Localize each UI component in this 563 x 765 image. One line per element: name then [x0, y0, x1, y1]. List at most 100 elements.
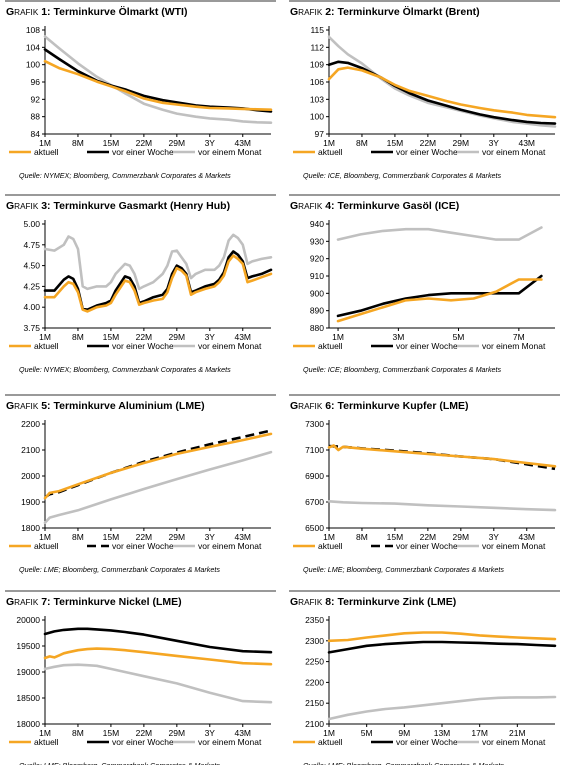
series-vor-einem-monat [43, 233, 273, 291]
chart-title: GRAFIK 7: Terminkurve Nickel (LME) [6, 596, 182, 608]
chart-title-initial: G [6, 400, 14, 412]
y-tick-label: 96 [31, 77, 41, 87]
chart-title-initial: G [290, 6, 298, 18]
x-tick-label: 8M [356, 532, 368, 542]
x-tick-label: 5M [361, 728, 373, 738]
series-vor-einem-monat [43, 35, 273, 124]
chart-title-initial: G [290, 400, 298, 412]
y-tick-label: 900 [310, 288, 324, 298]
x-tick-label: 15M [103, 138, 120, 148]
legend-label: vor einer Woche [112, 341, 174, 351]
y-tick-label: 115 [310, 25, 324, 35]
source-note: Quelle: NYMEX; Bloomberg, Commerzbank Co… [19, 365, 231, 374]
chart-title-smallcaps: RAFIK [298, 598, 323, 607]
x-tick-label: 22M [420, 138, 437, 148]
panel-top-rule [5, 590, 276, 592]
chart-title-initial: G [290, 596, 298, 608]
y-tick-label: 2100 [305, 719, 324, 729]
series-vor-einem-monat [327, 35, 557, 128]
x-tick-label: 1M [39, 728, 51, 738]
series-vor-einer-woche [327, 60, 557, 125]
chart-title: GRAFIK 8: Terminkurve Zink (LME) [290, 596, 456, 608]
x-tick-label: 43M [518, 532, 535, 542]
y-tick-label: 19500 [16, 641, 40, 651]
x-tick-label: 29M [169, 728, 186, 738]
chart-title-smallcaps: RAFIK [14, 8, 39, 17]
chart-title-initial: G [6, 200, 14, 212]
series-aktuell [327, 66, 557, 119]
chart-title-initial: G [6, 6, 14, 18]
series-aktuell [43, 254, 273, 313]
x-tick-label: 22M [136, 332, 153, 342]
chart-title-text: 8: Terminkurve Zink (LME) [322, 596, 456, 608]
y-tick-label: 7100 [305, 445, 324, 455]
source-note: Quelle: ICE; Bloomberg, Commerzbank Corp… [303, 365, 502, 374]
legend-label: aktuell [318, 737, 343, 747]
x-tick-label: 1M [323, 138, 335, 148]
x-tick-label: 29M [453, 532, 470, 542]
x-tick-label: 1M [39, 138, 51, 148]
chart-panel: GRAFIK 7: Terminkurve Nickel (LME)180001… [5, 590, 276, 765]
panel-top-rule [5, 194, 276, 196]
legend-label: aktuell [34, 341, 59, 351]
chart-panel: GRAFIK 5: Terminkurve Aluminium (LME) 180… [5, 394, 276, 574]
series-vor-einem-monat [43, 663, 273, 704]
chart-title-text: 3: Terminkurve Gasmarkt (Henry Hub) [38, 200, 230, 212]
x-tick-label: 8M [72, 332, 84, 342]
x-tick-label: 15M [387, 138, 404, 148]
y-tick-label: 2250 [305, 657, 324, 667]
chart-title: GRAFIK 6: Terminkurve Kupfer (LME) [290, 400, 469, 412]
y-tick-label: 930 [310, 236, 324, 246]
y-tick-label: 2200 [305, 677, 324, 687]
x-tick-label: 43M [234, 138, 251, 148]
legend-label: vor einer Woche [396, 541, 458, 551]
legend-label: vor einer Woche [396, 341, 458, 351]
source-note: Quelle: LME; Bloomberg, Commerzbank Corp… [19, 761, 220, 765]
series-aktuell [43, 432, 273, 500]
chart-title-text: 1: Terminkurve Ölmarkt (WTI) [38, 5, 187, 18]
y-tick-label: 112 [310, 42, 324, 52]
x-tick-label: 15M [103, 728, 120, 738]
y-tick-label: 2200 [21, 419, 40, 429]
chart-title-smallcaps: RAFIK [298, 202, 323, 211]
x-tick-label: 43M [234, 728, 251, 738]
y-tick-label: 88 [31, 112, 41, 122]
x-tick-label: 17M [471, 728, 488, 738]
y-tick-label: 2000 [21, 471, 40, 481]
x-tick-label: 22M [136, 532, 153, 542]
x-tick-label: 22M [136, 138, 153, 148]
legend-label: vor einem Monat [198, 147, 262, 157]
source-note: Quelle: NYMEX; Bloomberg, Commerzbank Co… [19, 171, 231, 180]
chart-title-initial: G [290, 200, 298, 212]
x-tick-label: 15M [387, 532, 404, 542]
x-tick-label: 1M [323, 532, 335, 542]
y-tick-label: 6900 [305, 471, 324, 481]
series-vor-einer-woche [327, 640, 557, 654]
x-tick-label: 9M [398, 728, 410, 738]
x-tick-label: 43M [234, 332, 251, 342]
x-tick-label: 15M [103, 532, 120, 542]
y-tick-label: 890 [310, 306, 324, 316]
source-note: Quelle: LME; Bloomberg, Commerzbank Corp… [303, 761, 504, 765]
x-tick-label: 8M [356, 138, 368, 148]
legend-label: vor einem Monat [482, 341, 546, 351]
chart-title-smallcaps: RAFIK [14, 598, 39, 607]
x-tick-label: 3Y [205, 332, 216, 342]
y-tick-label: 1900 [21, 497, 40, 507]
series-aktuell [327, 444, 557, 468]
y-tick-label: 4.75 [23, 240, 40, 250]
x-tick-label: 3Y [205, 728, 216, 738]
x-tick-label: 1M [332, 332, 344, 342]
x-tick-label: 13M [434, 728, 451, 738]
y-tick-label: 3.75 [23, 323, 40, 333]
series-vor-einem-monat [327, 695, 557, 721]
legend-label: vor einem Monat [482, 147, 546, 157]
chart-panel: GRAFIK 6: Terminkurve Kupfer (LME) 6500 67… [289, 394, 560, 574]
y-tick-label: 2350 [305, 615, 324, 625]
x-tick-label: 21M [509, 728, 526, 738]
y-tick-label: 97 [315, 129, 325, 139]
series-vor-einem-monat [327, 500, 557, 512]
chart-title: GRAFIK 1: Terminkurve Ölmarkt (WTI) [6, 5, 187, 18]
x-tick-label: 3Y [205, 138, 216, 148]
legend-label: vor einer Woche [396, 147, 458, 157]
